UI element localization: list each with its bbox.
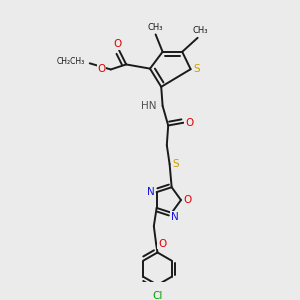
Text: Cl: Cl	[152, 291, 163, 300]
Text: S: S	[194, 64, 200, 74]
Text: CH₂CH₃: CH₂CH₃	[56, 57, 85, 66]
Text: CH₃: CH₃	[148, 23, 164, 32]
Text: O: O	[114, 39, 122, 49]
Text: O: O	[98, 64, 106, 74]
Text: N: N	[171, 212, 178, 222]
Text: N: N	[147, 187, 154, 197]
Text: O: O	[183, 195, 191, 205]
Text: S: S	[172, 159, 179, 169]
Text: HN: HN	[141, 101, 156, 111]
Text: O: O	[185, 118, 193, 128]
Text: CH₃: CH₃	[193, 26, 208, 35]
Text: O: O	[158, 238, 166, 248]
